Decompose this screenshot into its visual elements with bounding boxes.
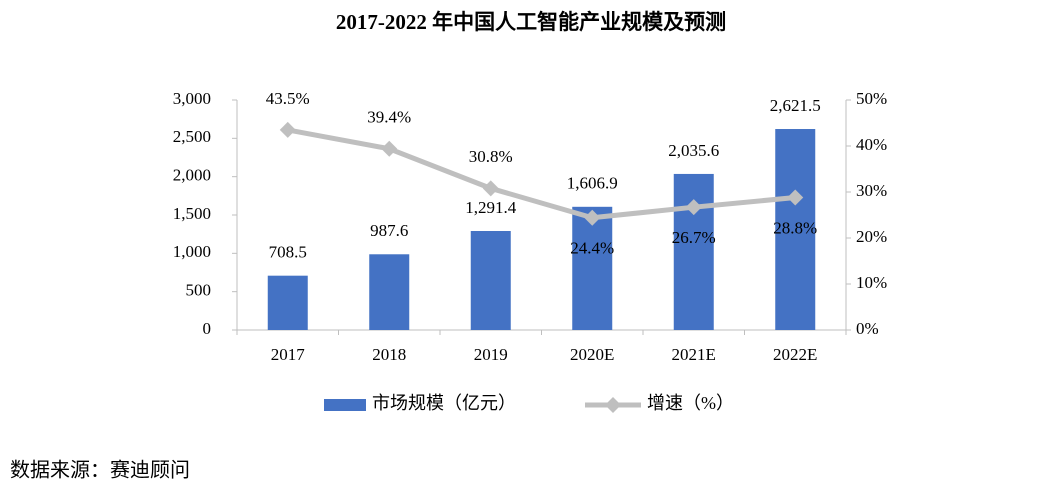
bar [470,230,511,330]
bar-value-label: 1,291.4 [465,198,517,217]
bar [267,275,308,330]
line-value-label: 28.8% [773,218,817,237]
line-value-label: 43.5% [266,89,310,108]
line-value-label: 26.7% [672,228,716,247]
y2-tick-label: 0% [856,319,879,338]
x-tick-label: 2020E [570,345,614,364]
source-note: 数据来源：赛迪顾问 [10,459,190,482]
y2-tick-label: 20% [856,227,887,246]
legend-marker [605,397,621,413]
y-tick-label: 0 [203,319,212,338]
y-tick-label: 500 [186,281,212,300]
line-marker [381,140,398,157]
x-tick-label: 2022E [773,345,817,364]
legend-label: 增速（%） [647,393,734,413]
x-tick-label: 2021E [672,345,716,364]
line-marker [787,189,804,206]
line-value-label: 39.4% [367,108,411,127]
bar-value-label: 987.6 [370,221,408,240]
bar-value-label: 2,621.5 [770,96,821,115]
y-tick-label: 1,500 [173,204,211,223]
y-tick-label: 1,000 [173,242,211,261]
bar [572,206,613,330]
line-value-label: 30.8% [469,147,513,166]
line-value-label: 24.4% [570,239,614,258]
y-tick-label: 3,000 [173,89,211,108]
line-marker [279,121,296,138]
bar [673,173,714,330]
bar [369,254,410,330]
legend-label: 市场规模（亿元） [372,393,516,413]
x-tick-label: 2018 [372,345,406,364]
y2-tick-label: 40% [856,135,887,154]
chart-title: 2017-2022 年中国人工智能产业规模及预测 [336,10,726,34]
line-marker [482,180,499,197]
bar-value-label: 2,035.6 [668,141,719,160]
bar-value-label: 1,606.9 [567,174,618,193]
x-tick-label: 2017 [271,345,306,364]
bar-value-label: 708.5 [269,243,307,262]
y-tick-label: 2,000 [173,166,211,185]
line [287,127,796,221]
y-tick-label: 2,500 [173,127,211,146]
y2-tick-label: 30% [856,181,887,200]
line-marker [584,209,601,226]
line-marker [685,199,702,216]
y2-tick-label: 50% [856,89,887,108]
x-tick-label: 2019 [474,345,508,364]
legend-swatch [324,399,366,411]
bar [775,129,816,330]
y2-tick-label: 10% [856,273,887,292]
